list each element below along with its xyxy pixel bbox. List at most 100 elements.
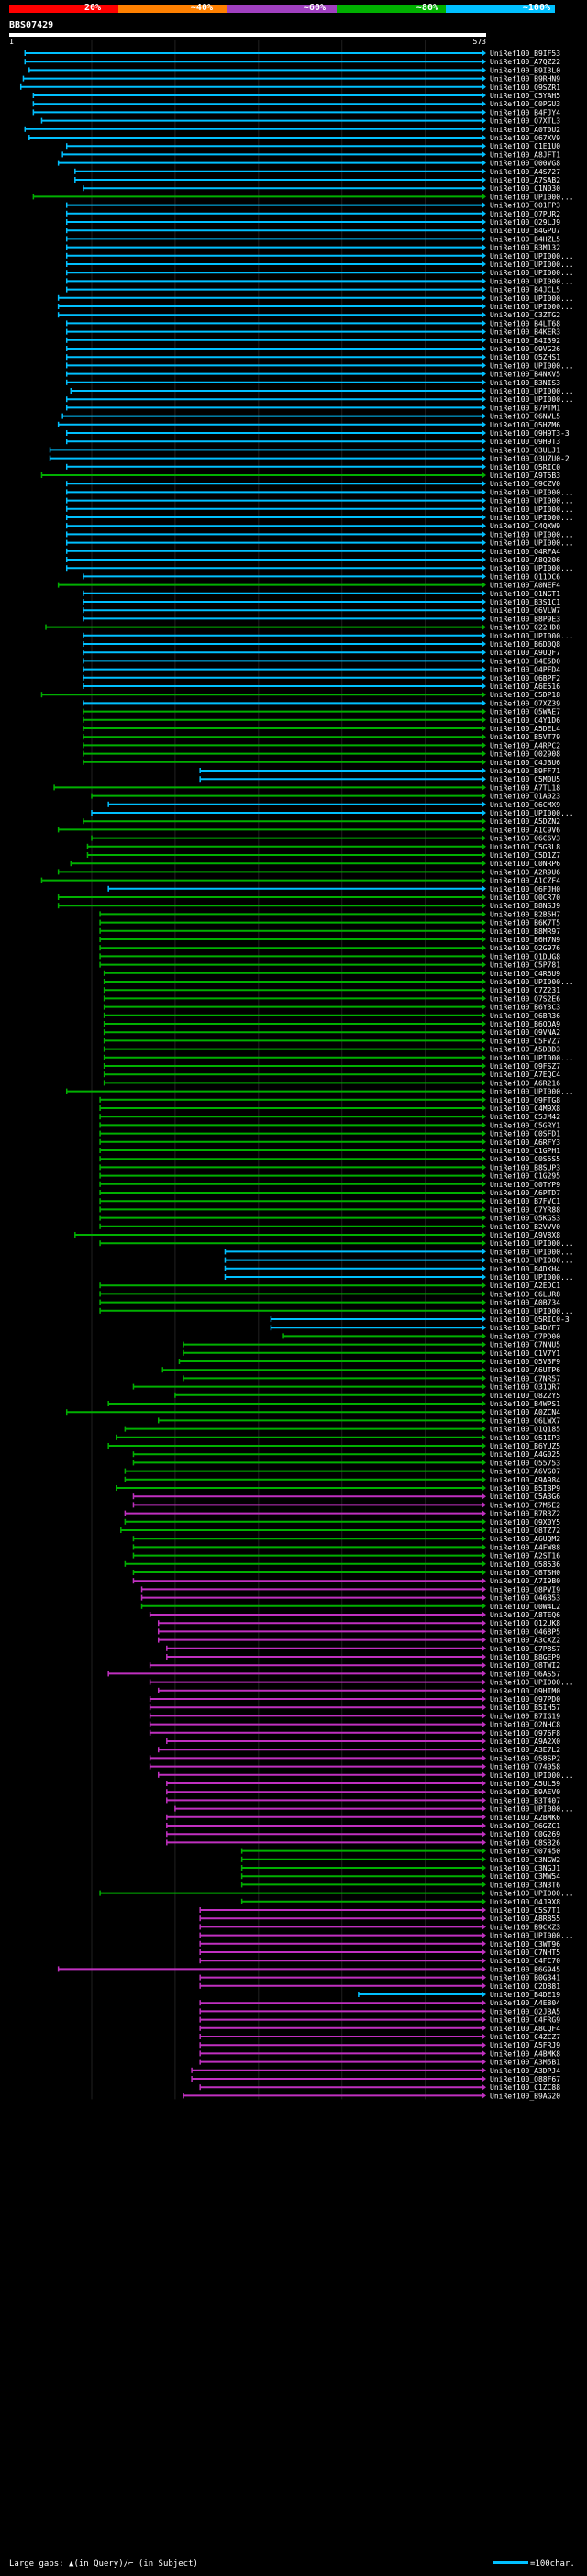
hit-label[interactable]: UniRef100_A4G025 — [490, 1450, 560, 1459]
hit-label[interactable]: UniRef100_UPI000... — [490, 632, 574, 640]
hit-label[interactable]: UniRef100_Q5V3F9 — [490, 1358, 560, 1366]
hit-label[interactable]: UniRef100_Q0CR70 — [490, 894, 560, 902]
hit-row[interactable]: UniRef100_B9FF71 — [199, 767, 560, 775]
hit-row[interactable]: UniRef100_B8NSJ9 — [57, 902, 561, 910]
hit-row[interactable]: UniRef100_Q5RIC0 — [65, 463, 561, 472]
hit-label[interactable]: UniRef100_B7IG19 — [490, 1712, 560, 1720]
hit-label[interactable]: UniRef100_C1N030 — [490, 184, 560, 193]
hit-row[interactable]: UniRef100_A9A984 — [124, 1476, 560, 1484]
hit-row[interactable]: UniRef100_UPI000... — [103, 1054, 574, 1062]
hit-row[interactable]: UniRef100_A8Q206 — [65, 556, 561, 564]
hit-row[interactable]: UniRef100_A3E7L2 — [157, 1746, 561, 1754]
hit-label[interactable]: UniRef100_Q6LWX7 — [490, 1416, 560, 1425]
hit-label[interactable]: UniRef100_C0G269 — [490, 1830, 560, 1838]
hit-label[interactable]: UniRef100_A8TEQ6 — [490, 1611, 560, 1619]
hit-row[interactable]: UniRef100_B5IBP9 — [116, 1484, 560, 1493]
hit-row[interactable]: UniRef100_C3NGW2 — [240, 1856, 561, 1864]
hit-label[interactable]: UniRef100_Q9CZV0 — [490, 480, 560, 488]
hit-label[interactable]: UniRef100_B7R3Z2 — [490, 1510, 560, 1518]
hit-label[interactable]: UniRef100_A9A2X0 — [490, 1738, 560, 1746]
hit-label[interactable]: UniRef100_B4NXV5 — [490, 371, 560, 379]
hit-row[interactable]: UniRef100_A9V8X8 — [74, 1231, 560, 1239]
hit-row[interactable]: UniRef100_UPI000... — [157, 1771, 574, 1780]
hit-row[interactable]: UniRef100_UPI000... — [70, 387, 574, 395]
hit-label[interactable]: UniRef100_C4JBU6 — [490, 759, 560, 767]
hit-row[interactable]: UniRef100_Q00VG8 — [57, 160, 561, 168]
hit-label[interactable]: UniRef100_Q02908 — [490, 750, 560, 759]
hit-row[interactable]: UniRef100_B8MR97 — [99, 927, 560, 936]
hit-row[interactable]: UniRef100_Q0CR70 — [57, 894, 561, 902]
hit-row[interactable]: UniRef100_UPI000... — [65, 395, 574, 404]
hit-label[interactable]: UniRef100_B2VVV0 — [490, 1223, 560, 1231]
hit-label[interactable]: UniRef100_B2B5H7 — [490, 910, 560, 918]
hit-label[interactable]: UniRef100_Q9X0Y5 — [490, 1518, 560, 1527]
hit-row[interactable]: UniRef100_Q4PFD4 — [83, 666, 560, 674]
hit-label[interactable]: UniRef100_A4S727 — [490, 168, 560, 176]
hit-label[interactable]: UniRef100_UPI000... — [490, 361, 574, 370]
hit-row[interactable]: UniRef100_Q12UK8 — [157, 1619, 561, 1627]
hit-row[interactable]: UniRef100_Q8TSH0 — [132, 1569, 560, 1577]
hit-label[interactable]: UniRef100_A0NEF4 — [490, 582, 560, 590]
hit-label[interactable]: UniRef100_Q00VG8 — [490, 160, 560, 168]
hit-row[interactable]: UniRef100_B4FJY4 — [32, 108, 560, 117]
hit-label[interactable]: UniRef100_B9AEV0 — [490, 1788, 560, 1796]
hit-label[interactable]: UniRef100_B9FF71 — [490, 767, 560, 775]
hit-row[interactable]: UniRef100_UPI000... — [103, 978, 574, 986]
hit-label[interactable]: UniRef100_B6H7N9 — [490, 936, 560, 944]
hit-label[interactable]: UniRef100_UPI000... — [490, 1679, 574, 1687]
hit-label[interactable]: UniRef100_A5FRJ9 — [490, 2041, 560, 2049]
hit-label[interactable]: UniRef100_Q6BR36 — [490, 1012, 560, 1020]
hit-label[interactable]: UniRef100_A5DBD3 — [490, 1046, 560, 1054]
hit-row[interactable]: UniRef100_C3WT96 — [199, 1940, 560, 1949]
hit-row[interactable]: UniRef100_A3CXZ2 — [157, 1637, 561, 1645]
hit-row[interactable]: UniRef100_A2ST16 — [132, 1552, 560, 1560]
hit-row[interactable]: UniRef100_B9AEV0 — [166, 1788, 560, 1796]
hit-row[interactable]: UniRef100_C0PGU3 — [32, 100, 560, 108]
hit-label[interactable]: UniRef100_A6UQM2 — [490, 1535, 560, 1543]
hit-row[interactable]: UniRef100_B2B5H7 — [99, 910, 560, 918]
hit-label[interactable]: UniRef100_Q8Z2Y5 — [490, 1392, 560, 1400]
hit-row[interactable]: UniRef100_Q0TYP9 — [99, 1181, 560, 1189]
hit-row[interactable]: UniRef100_A5FRJ9 — [199, 2041, 560, 2049]
hit-row[interactable]: UniRef100_C5G3L8 — [86, 843, 560, 851]
hit-row[interactable]: UniRef100_UPI000... — [99, 1307, 574, 1316]
hit-row[interactable]: UniRef100_B9CXZ3 — [199, 1923, 560, 1931]
hit-row[interactable]: UniRef100_A7TL18 — [53, 783, 560, 792]
hit-row[interactable]: UniRef100_A4FW88 — [132, 1543, 560, 1551]
hit-label[interactable]: UniRef100_Q468P5 — [490, 1627, 560, 1636]
hit-label[interactable]: UniRef100_Q7PUR2 — [490, 210, 560, 218]
hit-label[interactable]: UniRef100_C2D881 — [490, 1982, 560, 1991]
hit-row[interactable]: UniRef100_Q46B53 — [140, 1594, 561, 1603]
hit-label[interactable]: UniRef100_C6LUR8 — [490, 1290, 560, 1298]
hit-row[interactable]: UniRef100_A2EDC1 — [99, 1282, 560, 1290]
hit-label[interactable]: UniRef100_B3M132 — [490, 244, 560, 252]
hit-label[interactable]: UniRef100_C4M9X8 — [490, 1105, 560, 1113]
hit-label[interactable]: UniRef100_B6D0Q8 — [490, 640, 560, 649]
hit-label[interactable]: UniRef100_UPI000... — [490, 1239, 574, 1248]
hit-label[interactable]: UniRef100_C1V7Y1 — [490, 1349, 560, 1358]
hit-row[interactable]: UniRef100_A8TEQ6 — [149, 1611, 561, 1619]
hit-row[interactable]: UniRef100_B7R3Z2 — [124, 1510, 560, 1518]
hit-row[interactable]: UniRef100_B6D0Q8 — [83, 640, 560, 649]
hit-row[interactable]: UniRef100_A7QZ22 — [24, 58, 560, 66]
hit-label[interactable]: UniRef100_UPI000... — [490, 277, 574, 285]
hit-row[interactable]: UniRef100_Q9CZV0 — [65, 480, 561, 488]
hit-row[interactable]: UniRef100_A9A2X0 — [166, 1738, 560, 1746]
hit-label[interactable]: UniRef100_Q3ULJ1 — [490, 446, 560, 454]
hit-label[interactable]: UniRef100_Q5KGS3 — [490, 1215, 560, 1223]
hit-row[interactable]: UniRef100_C3NGJ1 — [240, 1864, 561, 1872]
hit-label[interactable]: UniRef100_Q5WAE7 — [490, 708, 560, 716]
hit-row[interactable]: UniRef100_A5DEL4 — [83, 725, 560, 733]
hit-row[interactable]: UniRef100_A9T5B3 — [40, 472, 560, 480]
hit-label[interactable]: UniRef100_C8SB26 — [490, 1838, 560, 1847]
hit-label[interactable]: UniRef100_B7FVC1 — [490, 1197, 560, 1205]
hit-row[interactable]: UniRef100_A4G025 — [132, 1450, 560, 1459]
hit-label[interactable]: UniRef100_UPI000... — [490, 978, 574, 986]
hit-row[interactable]: UniRef100_Q9SZR1 — [19, 83, 561, 92]
hit-label[interactable]: UniRef100_C0PGU3 — [490, 100, 560, 108]
hit-label[interactable]: UniRef100_Q8TZ72 — [490, 1527, 560, 1535]
hit-row[interactable]: UniRef100_Q9H9T3-3 — [65, 429, 570, 438]
hit-row[interactable]: UniRef100_Q4J9X8 — [240, 1898, 561, 1906]
hit-row[interactable]: UniRef100_A7SAB2 — [74, 176, 560, 184]
hit-label[interactable]: UniRef100_B4WPS1 — [490, 1400, 560, 1408]
